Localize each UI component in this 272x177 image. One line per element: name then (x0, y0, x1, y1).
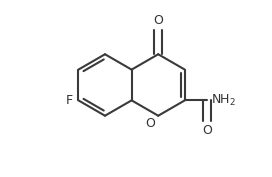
Text: O: O (202, 124, 212, 137)
Text: F: F (66, 94, 73, 107)
Text: O: O (146, 118, 156, 130)
Text: O: O (153, 13, 163, 27)
Text: NH$_2$: NH$_2$ (211, 93, 236, 108)
